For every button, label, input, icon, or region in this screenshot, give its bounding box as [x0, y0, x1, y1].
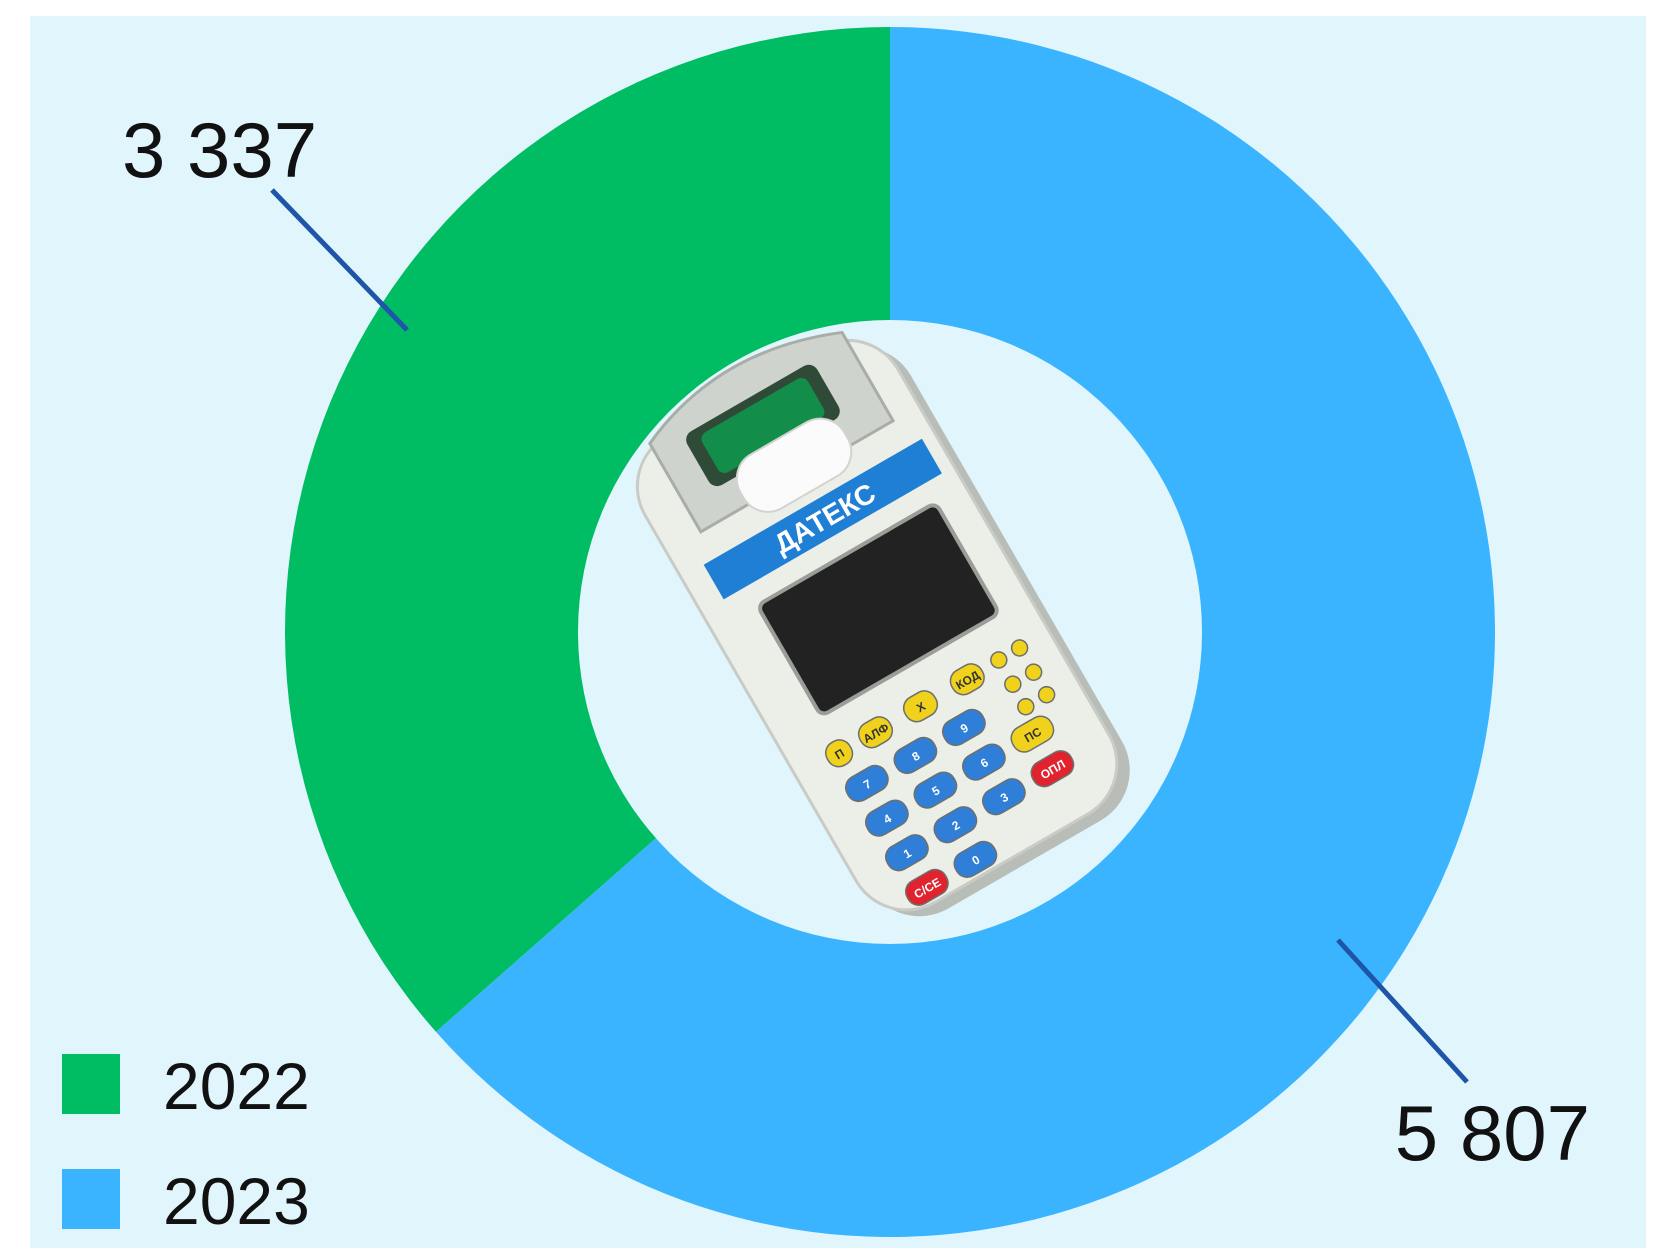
leader-lines: [270, 188, 1469, 1084]
brand-strip: [703, 438, 942, 600]
device-key: [953, 840, 998, 878]
device-key: [981, 778, 1026, 816]
leader-line-2022: [270, 188, 409, 332]
device-key: [961, 743, 1006, 781]
device-key: [902, 690, 939, 723]
device-key: [884, 834, 929, 872]
device-key: [824, 739, 854, 768]
slice-2022: [284, 27, 890, 1032]
device-key: [857, 716, 894, 749]
device-key: [1010, 715, 1055, 753]
device-key: [904, 868, 949, 906]
device-key: [933, 806, 978, 844]
leader-line-2023: [1336, 938, 1469, 1084]
device-key: [1030, 750, 1075, 788]
device-key: [941, 708, 986, 747]
value-labels: 3 337 5 807: [122, 106, 1590, 1177]
value-label-2022: 3 337: [122, 106, 317, 194]
legend-label-2022: 2022: [163, 1049, 310, 1123]
device-key: [913, 771, 958, 809]
device-key: [893, 736, 938, 775]
device-round-key: [1004, 675, 1022, 693]
legend-swatch-2022: [62, 1054, 120, 1114]
legend: 2022 2023: [62, 1049, 310, 1238]
device-key: [864, 799, 909, 837]
legend-label-2023: 2023: [163, 1164, 310, 1238]
value-label-2023: 5 807: [1395, 1089, 1590, 1177]
paper-roll: [735, 417, 853, 513]
device-key: [844, 764, 889, 803]
device-round-key: [1037, 685, 1056, 704]
device-round-key: [1017, 697, 1035, 716]
device-round-key: [1010, 639, 1029, 657]
device-round-key: [1024, 663, 1043, 681]
device-screen: [758, 503, 999, 716]
device-key: [949, 663, 985, 696]
legend-swatch-2023: [62, 1169, 120, 1229]
device-round-key: [990, 651, 1008, 669]
